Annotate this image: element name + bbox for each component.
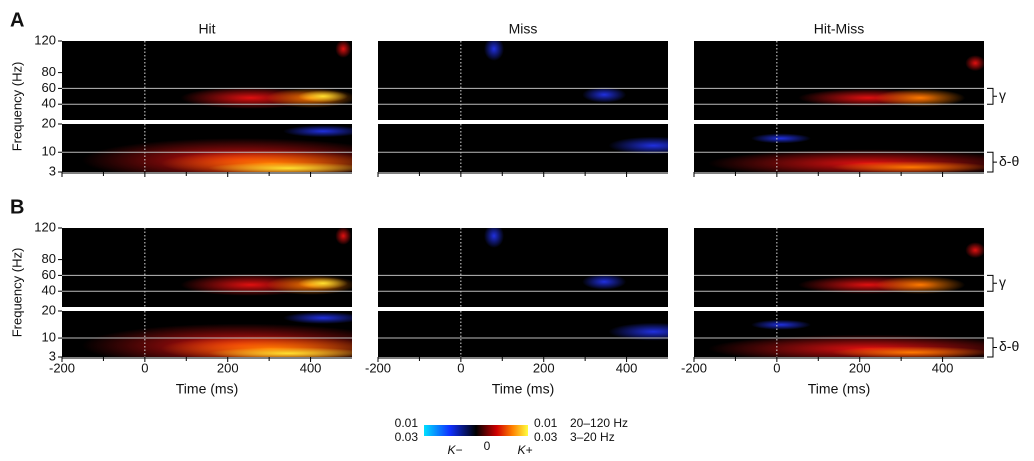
heatmap-panel bbox=[378, 228, 668, 307]
band-bracket bbox=[987, 151, 997, 173]
x-axis-label: Time (ms) bbox=[176, 381, 238, 397]
x-tick-label: 200 bbox=[533, 360, 555, 375]
x-tick-label: 0 bbox=[773, 360, 780, 375]
heat-blob bbox=[484, 41, 504, 61]
heat-blob bbox=[484, 228, 504, 248]
heat-blob bbox=[298, 277, 348, 290]
colorbar-pos: K+ bbox=[517, 443, 532, 456]
y-tick-label: 60 bbox=[42, 267, 56, 282]
x-tick-label: -200 bbox=[49, 360, 75, 375]
band-label: δ-θ bbox=[999, 338, 1019, 354]
x-tick-label: -200 bbox=[681, 360, 707, 375]
y-axis-label: Frequency (Hz) bbox=[9, 62, 24, 152]
colorbar-range: 20–120 Hz bbox=[570, 416, 628, 430]
band-bracket bbox=[987, 337, 997, 358]
colorbar-tick-label: 0.03 bbox=[395, 430, 419, 444]
band-bracket bbox=[987, 274, 997, 292]
heatmap-panel bbox=[62, 41, 352, 120]
y-tick-label: 40 bbox=[42, 96, 56, 111]
colorbar-neg: K− bbox=[447, 443, 462, 456]
heat-blob bbox=[831, 161, 984, 172]
x-tick-label: 400 bbox=[616, 360, 638, 375]
y-tick-label: 40 bbox=[42, 283, 56, 298]
column-title: Miss bbox=[509, 21, 538, 37]
y-tick-label: 20 bbox=[42, 115, 56, 130]
band-label: δ-θ bbox=[999, 153, 1019, 169]
heat-blob bbox=[582, 86, 627, 103]
row-label: B bbox=[10, 196, 24, 218]
column-title: Hit bbox=[198, 21, 215, 37]
y-tick-label: 120 bbox=[34, 219, 56, 234]
x-tick-label: -200 bbox=[365, 360, 391, 375]
x-tick-label: 200 bbox=[217, 360, 239, 375]
band-bracket bbox=[987, 87, 997, 105]
colorbar-tick-label: 0.01 bbox=[395, 416, 419, 430]
heat-blob bbox=[298, 90, 348, 103]
x-tick-label: 0 bbox=[457, 360, 464, 375]
band-label: γ bbox=[999, 87, 1006, 103]
x-tick-label: 400 bbox=[300, 360, 322, 375]
heatmap-panel bbox=[694, 228, 984, 307]
y-tick-label: 10 bbox=[42, 329, 56, 344]
y-tick-label: 120 bbox=[34, 32, 56, 47]
heat-blob bbox=[335, 41, 352, 58]
heat-blob bbox=[208, 347, 352, 357]
colorbar-zero: 0 bbox=[484, 439, 491, 453]
y-tick-label: 80 bbox=[42, 64, 56, 79]
colorbar-range: 3–20 Hz bbox=[570, 430, 615, 444]
heatmap-panel bbox=[694, 41, 984, 120]
heat-blob bbox=[875, 88, 966, 107]
heat-blob bbox=[283, 311, 352, 324]
heat-blob bbox=[582, 273, 627, 290]
y-tick-label: 3 bbox=[49, 163, 56, 178]
x-axis-label: Time (ms) bbox=[492, 381, 554, 397]
heat-blob bbox=[965, 55, 984, 72]
row-label: A bbox=[10, 9, 24, 31]
band-label: γ bbox=[999, 274, 1006, 290]
colorbar-tick-label: 0.03 bbox=[534, 430, 558, 444]
heat-blob bbox=[208, 162, 352, 172]
heat-blob bbox=[965, 242, 984, 259]
colorbar-tick-label: 0.01 bbox=[534, 416, 558, 430]
y-tick-label: 3 bbox=[49, 348, 56, 363]
y-tick-label: 20 bbox=[42, 302, 56, 317]
heatmap-panel bbox=[378, 41, 668, 120]
y-tick-label: 10 bbox=[42, 144, 56, 159]
heat-blob bbox=[283, 125, 352, 138]
column-title: Hit-Miss bbox=[814, 21, 865, 37]
x-tick-label: 0 bbox=[141, 360, 148, 375]
x-tick-label: 400 bbox=[932, 360, 954, 375]
heat-blob bbox=[875, 275, 966, 294]
heat-blob bbox=[831, 346, 984, 357]
heat-blob bbox=[335, 228, 352, 245]
x-axis-label: Time (ms) bbox=[808, 381, 870, 397]
heat-blob bbox=[608, 136, 668, 155]
y-tick-label: 60 bbox=[42, 80, 56, 95]
y-axis-label: Frequency (Hz) bbox=[9, 248, 24, 338]
heat-blob bbox=[751, 319, 811, 330]
heat-blob bbox=[608, 322, 668, 341]
heatmap-panel bbox=[62, 228, 352, 307]
heat-blob bbox=[751, 133, 811, 144]
x-tick-label: 200 bbox=[849, 360, 871, 375]
colorbar bbox=[424, 425, 528, 436]
y-tick-label: 80 bbox=[42, 251, 56, 266]
